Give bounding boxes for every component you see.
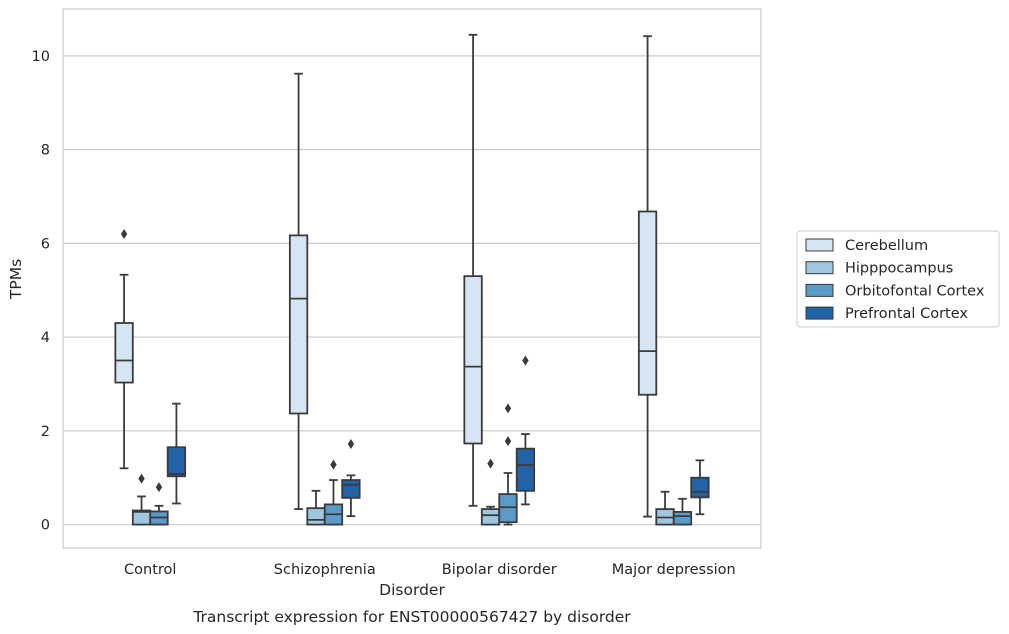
box-body bbox=[672, 511, 693, 526]
box-body bbox=[498, 493, 518, 524]
box-body bbox=[114, 322, 134, 384]
legend-swatch-2 bbox=[805, 283, 834, 297]
box-0-2 bbox=[149, 482, 169, 526]
box-body bbox=[166, 446, 187, 478]
box-0-3 bbox=[166, 402, 187, 505]
outlier-point-0 bbox=[120, 228, 128, 239]
box-0-1 bbox=[131, 473, 152, 526]
outlier-point-0 bbox=[504, 436, 512, 447]
legend: Cerebellum Hipppocampus Orbitofontal Corte… bbox=[796, 230, 1000, 328]
y-axis-label: TPMs bbox=[7, 259, 25, 300]
y-tick-labels: 0 2 4 6 8 10 bbox=[32, 49, 50, 534]
box-body bbox=[341, 479, 361, 499]
boxes bbox=[114, 33, 710, 526]
box-1-2 bbox=[323, 459, 344, 526]
box-2-2 bbox=[498, 403, 518, 526]
y-tick-label-4: 4 bbox=[41, 330, 50, 346]
y-tick-label-0: 0 bbox=[41, 518, 50, 534]
chart-caption: Transcript expression for ENST0000056742… bbox=[192, 608, 631, 626]
outlier-point-0 bbox=[487, 458, 494, 469]
x-tick-label-1: Schizophrenia bbox=[274, 562, 376, 578]
box-3-0 bbox=[637, 35, 658, 518]
x-axis-label: Disorder bbox=[379, 581, 445, 599]
legend-swatch-1 bbox=[805, 261, 834, 275]
box-2-0 bbox=[463, 33, 483, 507]
box-0-0 bbox=[114, 228, 134, 470]
legend-label-2: Orbitofontal Cortex bbox=[845, 283, 985, 299]
x-tick-label-2: Bipolar disorder bbox=[442, 562, 557, 578]
x-tick-label-0: Control bbox=[124, 562, 176, 578]
plot-frame bbox=[62, 8, 762, 549]
legend-swatch-3 bbox=[805, 306, 834, 320]
box-1-1 bbox=[306, 489, 326, 526]
x-tick-label-3: Major depression bbox=[612, 562, 736, 578]
outlier-point-0 bbox=[347, 438, 355, 449]
legend-label-1: Hipppocampus bbox=[845, 261, 953, 277]
box-2-3 bbox=[515, 355, 536, 506]
outlier-point-1 bbox=[504, 403, 512, 414]
gridlines bbox=[63, 55, 761, 526]
box-1-0 bbox=[288, 72, 309, 510]
box-3-1 bbox=[655, 490, 675, 526]
y-tick-label-2: 2 bbox=[41, 424, 50, 440]
outlier-point-0 bbox=[330, 459, 337, 470]
box-1-3 bbox=[341, 438, 361, 518]
box-3-3 bbox=[690, 459, 710, 516]
box-body bbox=[637, 210, 658, 396]
legend-swatch-0 bbox=[805, 238, 834, 252]
box-body bbox=[515, 447, 536, 492]
y-tick-label-6: 6 bbox=[41, 236, 50, 252]
outlier-point-0 bbox=[522, 355, 529, 366]
x-tick-labels: Control Schizophrenia Bipolar disorder Majo… bbox=[124, 562, 736, 578]
box-3-2 bbox=[672, 497, 693, 526]
y-tick-label-8: 8 bbox=[41, 143, 50, 159]
box-body bbox=[288, 234, 309, 415]
box-body bbox=[690, 476, 710, 499]
legend-label-3: Prefrontal Cortex bbox=[845, 306, 968, 322]
box-2-1 bbox=[480, 458, 501, 526]
outlier-point-0 bbox=[138, 473, 145, 484]
box-body bbox=[463, 275, 483, 445]
legend-frame bbox=[796, 230, 1000, 328]
box-body bbox=[480, 508, 501, 526]
box-body bbox=[306, 507, 326, 526]
outlier-point-0 bbox=[155, 482, 163, 493]
y-tick-label-10: 10 bbox=[32, 49, 50, 65]
legend-label-0: Cerebellum bbox=[845, 238, 928, 254]
